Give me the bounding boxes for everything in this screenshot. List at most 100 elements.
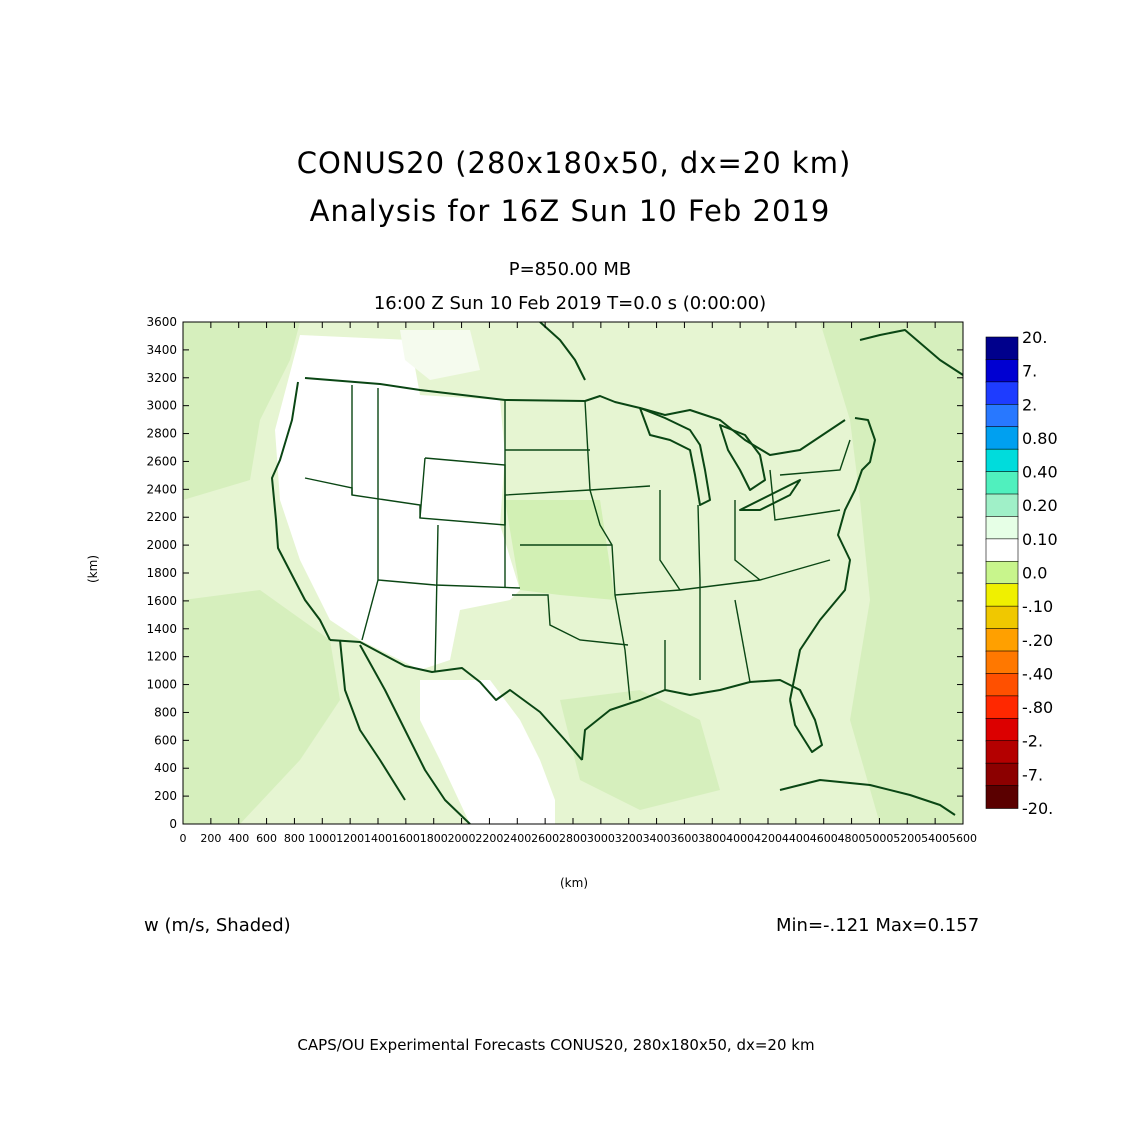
x-tick-label: 2400 xyxy=(503,832,531,845)
y-tick-label: 3000 xyxy=(146,399,177,413)
colorbar-label: 0.80 xyxy=(1022,429,1058,448)
y-tick-label: 600 xyxy=(154,733,177,747)
x-tick-label: 2000 xyxy=(448,832,476,845)
y-tick-label: 800 xyxy=(154,705,177,719)
colorbar-label: -.40 xyxy=(1022,664,1053,683)
coastline-and-borders xyxy=(271,322,963,824)
y-tick-label: 1000 xyxy=(146,678,177,692)
field-patch xyxy=(560,690,720,810)
x-tick-label: 5000 xyxy=(865,832,893,845)
x-tick-label: 0 xyxy=(180,832,187,845)
x-tick-label: 2600 xyxy=(531,832,559,845)
colorbar-swatch xyxy=(985,717,1019,742)
x-tick-label: 4400 xyxy=(782,832,810,845)
valid-time: 16:00 Z Sun 10 Feb 2019 T=0.0 s (0:00:00… xyxy=(373,293,767,314)
x-tick-label: 800 xyxy=(284,832,305,845)
field-patch xyxy=(400,330,480,380)
colorbar-swatch xyxy=(985,650,1019,675)
x-tick-label: 3000 xyxy=(587,832,615,845)
y-tick-label: 2000 xyxy=(146,538,177,552)
mexico-west-coast xyxy=(359,644,471,824)
colorbar-swatch xyxy=(985,516,1019,540)
colorbar-swatch xyxy=(985,583,1019,607)
x-tick-label: 3400 xyxy=(643,832,671,845)
state-line xyxy=(659,490,681,591)
y-tick-label: 3400 xyxy=(146,343,177,357)
us-canada-border xyxy=(304,377,846,456)
colorbar-label: -20. xyxy=(1022,799,1053,818)
footer-credit: CAPS/OU Experimental Forecasts CONUS20, … xyxy=(297,1036,815,1054)
x-tick-label: 1800 xyxy=(420,832,448,845)
x-axis-label: (km) xyxy=(560,876,589,890)
state-line xyxy=(734,500,761,581)
state-line xyxy=(419,457,426,519)
us-mexico-border xyxy=(329,639,583,761)
y-tick-label: 1200 xyxy=(146,650,177,664)
x-tick-label: 5400 xyxy=(921,832,949,845)
state-line xyxy=(512,594,629,646)
pressure-level: P=850.00 MB xyxy=(508,259,632,280)
state-line xyxy=(734,599,751,683)
baja-coast xyxy=(339,639,406,801)
colorbar-swatch xyxy=(985,785,1019,809)
y-tick-label: 2800 xyxy=(146,427,177,441)
y-tick-label: 2400 xyxy=(146,482,177,496)
colorbar-label: 0.0 xyxy=(1022,564,1047,583)
variable-label: w (m/s, Shaded) xyxy=(144,915,291,936)
colorbar-swatch xyxy=(985,381,1019,406)
min-max-label: Min=-.121 Max=0.157 xyxy=(776,915,980,936)
state-line xyxy=(614,559,831,596)
x-tick-label: 1400 xyxy=(364,832,392,845)
x-tick-label: 4000 xyxy=(726,832,754,845)
colorbar-label: -7. xyxy=(1022,765,1043,784)
x-tick-label: 200 xyxy=(200,832,221,845)
colorbar-swatch xyxy=(985,336,1019,361)
y-tick-label: 3600 xyxy=(146,315,177,329)
colorbar-swatch xyxy=(985,493,1019,518)
state-line xyxy=(377,579,521,589)
atlantic-coastline xyxy=(789,417,876,701)
colorbar-swatch xyxy=(985,448,1019,473)
colorbar-swatch xyxy=(985,740,1019,764)
y-tick-label: 1600 xyxy=(146,594,177,608)
colorbar-swatch xyxy=(985,426,1019,450)
state-line xyxy=(769,469,841,521)
colorbar-label: 20. xyxy=(1022,328,1047,347)
x-tick-label: 1200 xyxy=(336,832,364,845)
canada-east-coast xyxy=(859,329,963,376)
state-borders xyxy=(304,385,851,701)
y-tick-label: 400 xyxy=(154,761,177,775)
y-tick-label: 2600 xyxy=(146,454,177,468)
colorbar-label: -2. xyxy=(1022,732,1043,751)
colorbar-swatch xyxy=(985,359,1019,383)
x-tick-label: 4600 xyxy=(810,832,838,845)
plot-subtitle: Analysis for 16Z Sun 10 Feb 2019 xyxy=(309,194,831,228)
colorbar-label: 0.10 xyxy=(1022,530,1058,549)
x-tick-label: 600 xyxy=(256,832,277,845)
colorbar-label: 0.20 xyxy=(1022,496,1058,515)
cuba-coast xyxy=(779,779,956,816)
state-line xyxy=(779,439,851,476)
colorbar-label: -.10 xyxy=(1022,597,1053,616)
hudson-bay-coast xyxy=(539,322,586,381)
colorbar-swatch xyxy=(985,762,1019,787)
x-tick-label: 5200 xyxy=(893,832,921,845)
x-tick-label: 2800 xyxy=(559,832,587,845)
colorbar-swatch xyxy=(985,538,1019,563)
lake-michigan xyxy=(639,407,711,506)
y-tick-label: 3200 xyxy=(146,371,177,385)
colorbar-swatch xyxy=(985,403,1019,428)
colorbar: 20. 7. 2. 0.80 0.40 0.20 0.10 0.0 -.10 -.20 -.40 -.… xyxy=(985,328,1058,818)
state-line xyxy=(434,524,439,673)
colorbar-label: -.80 xyxy=(1022,698,1053,717)
colorbar-swatch xyxy=(985,605,1019,630)
x-tick-label: 3600 xyxy=(670,832,698,845)
x-tick-label: 4200 xyxy=(754,832,782,845)
axis-ticks: 0 200 400 600 800 1000 1200 1400 1600 1800 2000 220… xyxy=(146,315,977,845)
y-tick-label: 1800 xyxy=(146,566,177,580)
field-patch xyxy=(183,590,340,824)
plot-title: CONUS20 (280x180x50, dx=20 km) xyxy=(296,146,852,180)
field-patch xyxy=(183,322,300,500)
field-patch xyxy=(505,500,615,600)
